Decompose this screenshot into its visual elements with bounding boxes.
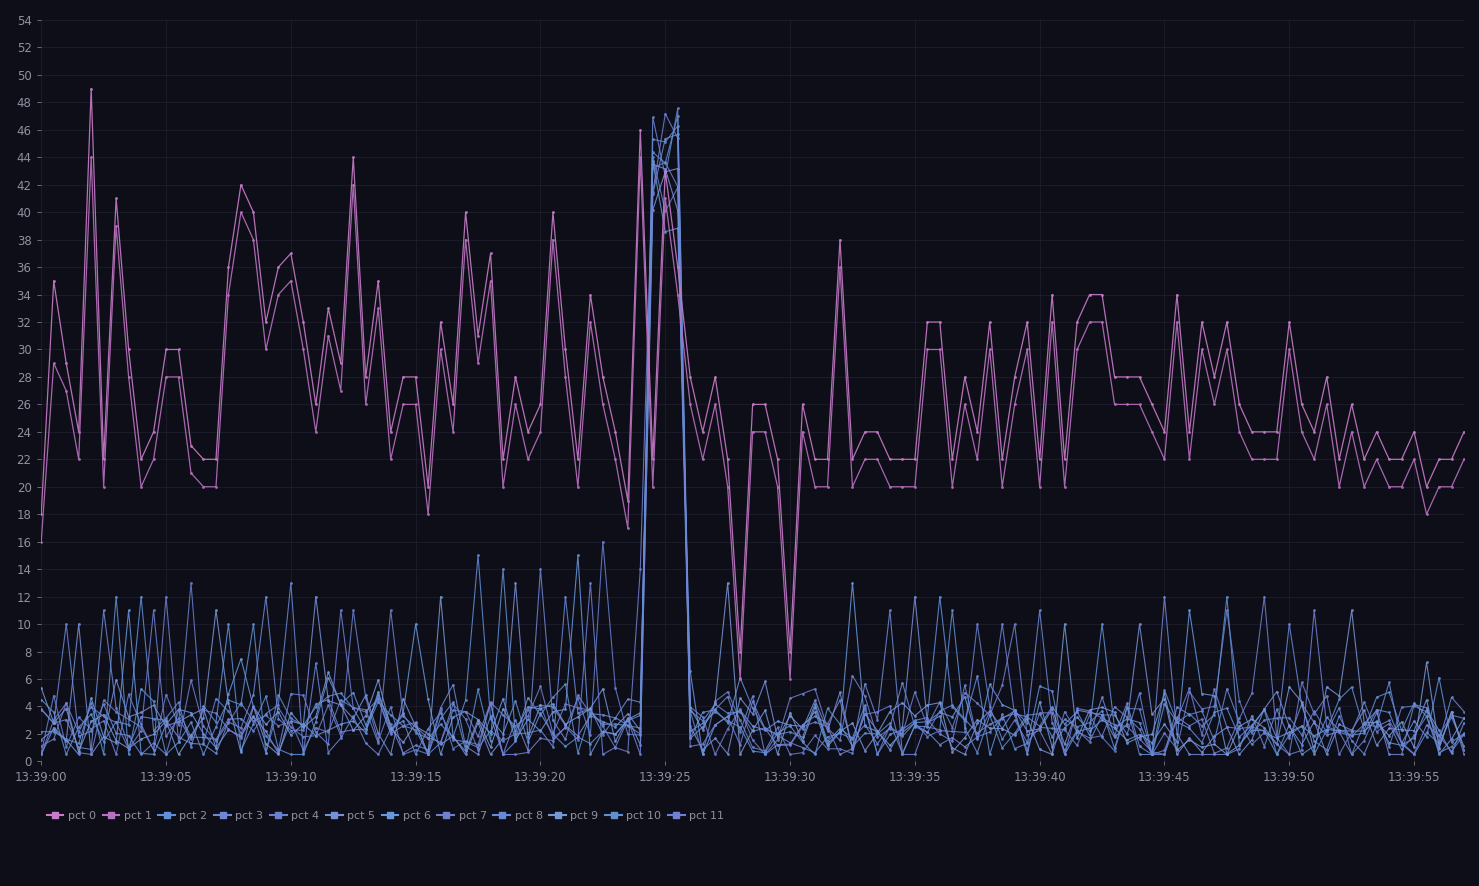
Legend: pct 0, pct 1, pct 2, pct 3, pct 4, pct 5, pct 6, pct 7, pct 8, pct 9, pct 10, pc: pct 0, pct 1, pct 2, pct 3, pct 4, pct 5… <box>47 812 725 821</box>
